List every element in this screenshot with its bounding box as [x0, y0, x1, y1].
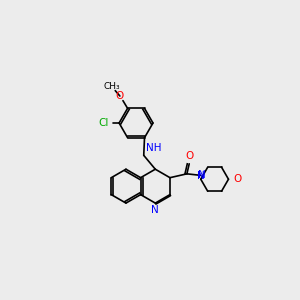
Text: CH₃: CH₃ — [104, 82, 121, 91]
Text: O: O — [116, 91, 124, 101]
Text: NH: NH — [146, 143, 162, 153]
Text: O: O — [233, 174, 242, 184]
Text: N: N — [197, 171, 205, 181]
Text: Cl: Cl — [98, 118, 108, 128]
Text: N: N — [198, 170, 206, 180]
Text: O: O — [186, 151, 194, 161]
Text: N: N — [152, 206, 159, 215]
